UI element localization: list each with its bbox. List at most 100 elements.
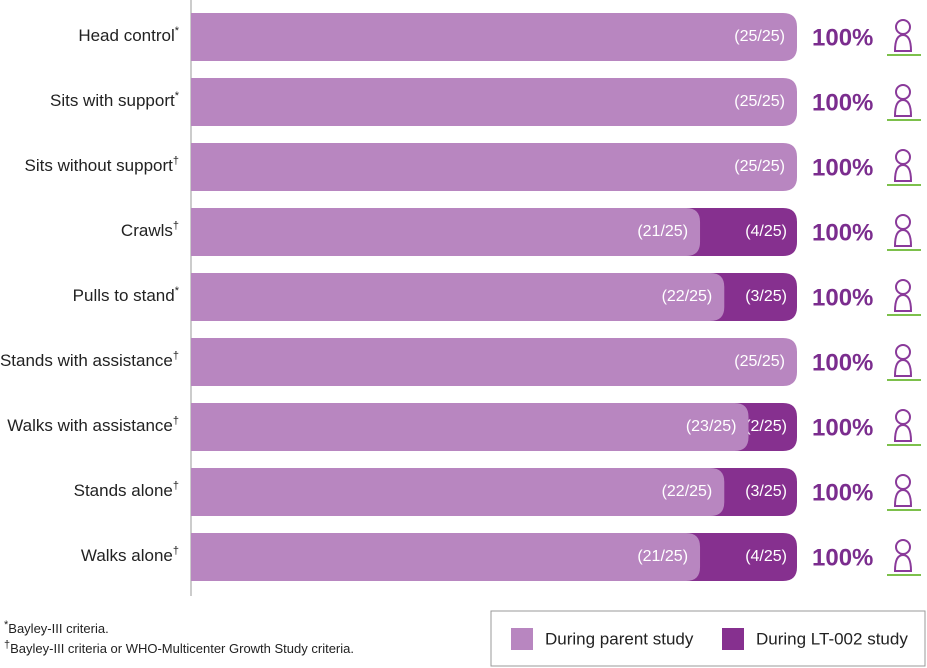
- total-label: 100%: [812, 349, 873, 376]
- value-label: (22/25): [662, 288, 713, 305]
- value-label: (2/25): [745, 418, 787, 435]
- icon-body: [893, 293, 913, 312]
- category-name: Sits with support: [50, 91, 175, 110]
- value-label: (3/25): [745, 288, 787, 305]
- category-label: Stands with assistance†: [0, 350, 179, 371]
- category-label: Stands alone†: [74, 480, 179, 501]
- total-label: 100%: [812, 24, 873, 51]
- category-name: Walks with assistance: [7, 416, 173, 435]
- category-label: Pulls to stand*: [73, 285, 180, 306]
- icon-body: [893, 488, 913, 507]
- legend-swatch: [722, 628, 744, 650]
- category-label: Crawls†: [121, 220, 179, 241]
- milestone-icon: [887, 279, 921, 316]
- bar-segment: [191, 338, 797, 386]
- icon-body: [893, 553, 913, 572]
- bar-segment: [686, 533, 797, 581]
- total-label: 100%: [812, 284, 873, 311]
- bar-segment: [191, 468, 725, 516]
- bar-segment: [191, 208, 701, 256]
- icon-body: [893, 163, 913, 182]
- category-mark: †: [173, 155, 179, 167]
- category-mark: *: [175, 25, 180, 37]
- milestone-icon: [887, 214, 921, 251]
- bar-segment: [734, 403, 797, 451]
- category-label: Walks with assistance†: [7, 415, 179, 436]
- icon-body: [893, 358, 913, 377]
- milestone-icon: [887, 149, 921, 186]
- total-label: 100%: [812, 154, 873, 181]
- icon-head: [895, 474, 911, 490]
- category-mark: *: [175, 285, 180, 297]
- icon-body: [893, 98, 913, 117]
- milestone-icon: [887, 409, 921, 446]
- legend-swatch: [511, 628, 533, 650]
- footnote: †Bayley-III criteria or WHO-Multicenter …: [4, 639, 354, 657]
- icon-body: [893, 33, 913, 52]
- icon-head: [895, 409, 911, 425]
- category-name: Stands with assistance: [0, 351, 173, 370]
- icon-head: [895, 539, 911, 555]
- category-label: Sits without support†: [25, 155, 179, 176]
- value-label: (21/25): [637, 548, 688, 565]
- category-name: Pulls to stand: [73, 286, 175, 305]
- icon-head: [895, 19, 911, 35]
- total-label: 100%: [812, 89, 873, 116]
- category-label: Walks alone†: [81, 545, 179, 566]
- bar-segment: [191, 273, 725, 321]
- value-label: (4/25): [745, 223, 787, 240]
- footnote-text: Bayley-III criteria or WHO-Multicenter G…: [10, 641, 354, 656]
- category-name: Crawls: [121, 221, 173, 240]
- value-label: (22/25): [662, 483, 713, 500]
- value-label: (25/25): [734, 28, 785, 45]
- total-label: 100%: [812, 219, 873, 246]
- bar-segment: [686, 208, 797, 256]
- footnote-mark: †: [4, 639, 10, 651]
- footnote-mark: *: [4, 619, 9, 631]
- category-mark: †: [173, 350, 179, 362]
- category-mark: †: [173, 415, 179, 427]
- icon-head: [895, 149, 911, 165]
- value-label: (25/25): [734, 158, 785, 175]
- value-label: (23/25): [686, 418, 737, 435]
- category-mark: †: [173, 545, 179, 557]
- category-name: Sits without support: [25, 156, 174, 175]
- value-label: (25/25): [734, 353, 785, 370]
- value-label: (4/25): [745, 548, 787, 565]
- total-label: 100%: [812, 414, 873, 441]
- category-label: Head control*: [78, 25, 179, 46]
- bar-segment: [710, 468, 797, 516]
- footnote-text: Bayley-III criteria.: [8, 621, 108, 636]
- footnote: *Bayley-III criteria.: [4, 619, 109, 637]
- icon-head: [895, 279, 911, 295]
- total-label: 100%: [812, 479, 873, 506]
- icon-body: [893, 228, 913, 247]
- bar-segment: [191, 143, 797, 191]
- value-label: (21/25): [637, 223, 688, 240]
- category-mark: †: [173, 220, 179, 232]
- legend-box: [490, 610, 926, 667]
- milestone-icon: [887, 344, 921, 381]
- icon-body: [893, 423, 913, 442]
- value-label: (25/25): [734, 93, 785, 110]
- category-label: Sits with support*: [50, 90, 180, 111]
- legend-label: During parent study: [545, 629, 694, 648]
- bar-segment: [191, 403, 749, 451]
- icon-head: [895, 84, 911, 100]
- icon-head: [895, 214, 911, 230]
- icon-head: [895, 344, 911, 360]
- bar-segment: [710, 273, 797, 321]
- bar-segment: [191, 78, 797, 126]
- category-name: Stands alone: [74, 481, 173, 500]
- bar-segment: [191, 533, 701, 581]
- legend-label: During LT-002 study: [756, 629, 908, 648]
- total-label: 100%: [812, 544, 873, 571]
- bar-segment: [191, 13, 797, 61]
- category-name: Walks alone: [81, 546, 173, 565]
- category-mark: †: [173, 480, 179, 492]
- milestone-icon: [887, 19, 921, 56]
- milestone-icon: [887, 474, 921, 511]
- category-mark: *: [175, 90, 180, 102]
- milestone-icon: [887, 84, 921, 121]
